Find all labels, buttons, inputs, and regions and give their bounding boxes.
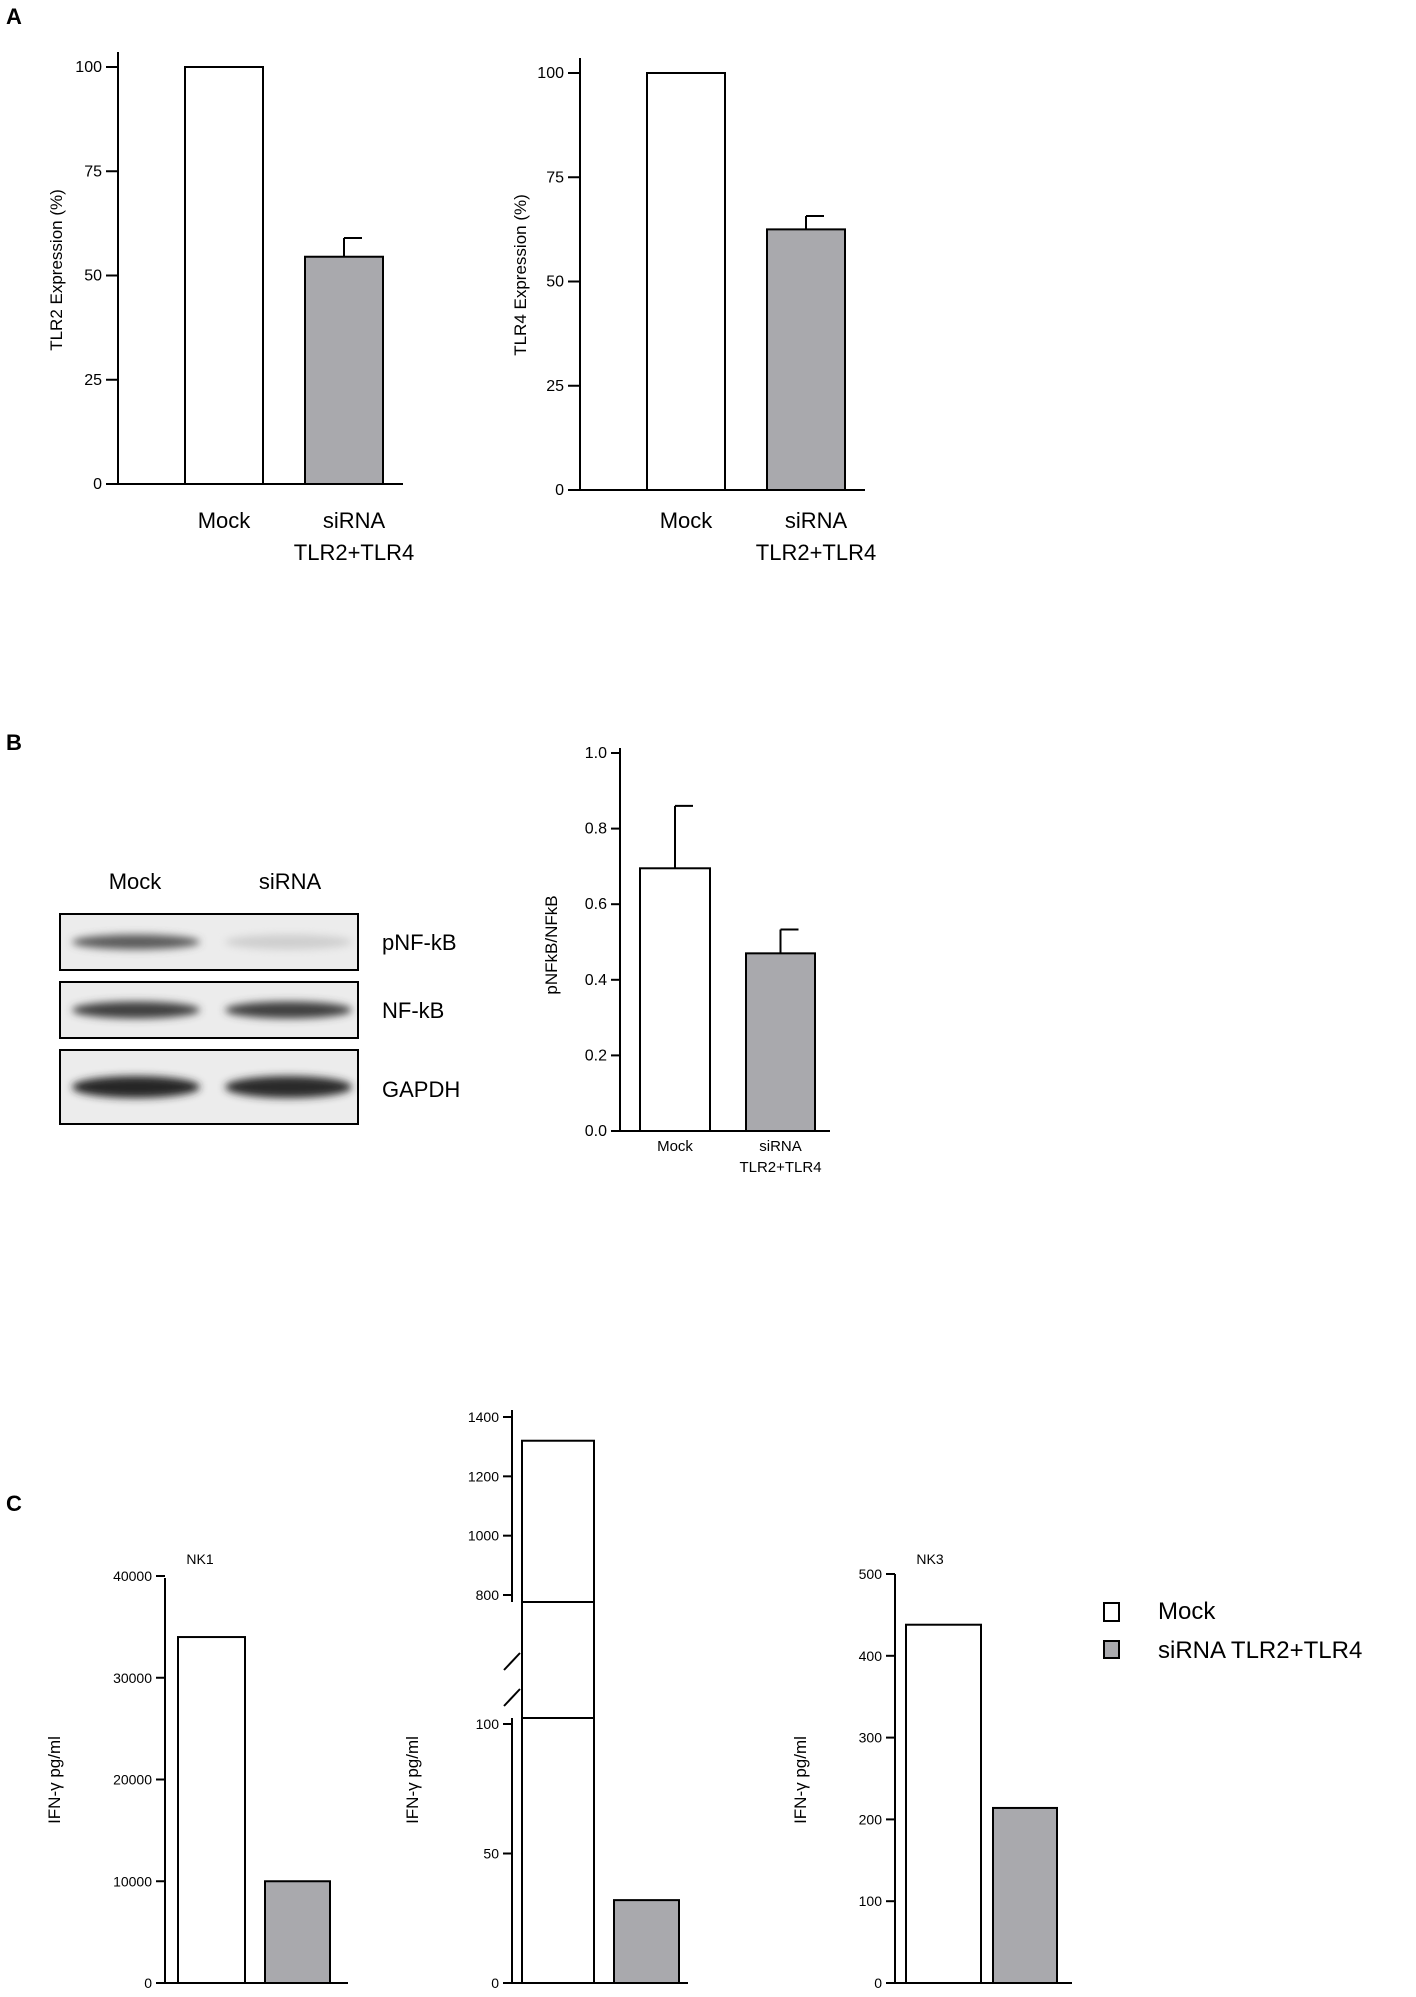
y-tick-label: 0 bbox=[491, 1975, 499, 1991]
chart-nk3: 0 100 200 300 400 500 IFN-γ pg/ml NK3 bbox=[791, 1551, 1072, 1991]
western-blot: Mock siRNA pNF-kB NF-kB GAPDH bbox=[59, 869, 460, 1125]
y-tick-label: 1.0 bbox=[585, 745, 607, 762]
x-category-label: siRNA bbox=[759, 1138, 802, 1155]
x-category-label: TLR2+TLR4 bbox=[739, 1159, 821, 1176]
chart-title: NK3 bbox=[916, 1551, 943, 1567]
bar-sirna bbox=[613, 1899, 680, 1984]
y-tick-label: 0.0 bbox=[585, 1123, 607, 1140]
bar-sirna bbox=[264, 1880, 331, 1984]
bar-sirna bbox=[766, 228, 846, 491]
y-tick-label: 300 bbox=[859, 1730, 883, 1746]
x-category-label: TLR2+TLR4 bbox=[294, 540, 414, 565]
bar-mock bbox=[639, 867, 711, 1132]
y-tick-label: 200 bbox=[859, 1811, 883, 1827]
bar-mock-lower bbox=[521, 1717, 595, 1984]
y-tick-label: 0 bbox=[874, 1975, 882, 1991]
y-tick-label: 50 bbox=[483, 1846, 499, 1862]
blot-band-pNF-kB-Mock bbox=[72, 934, 200, 950]
y-tick-label: 30000 bbox=[113, 1670, 152, 1686]
y-tick-label: 75 bbox=[84, 163, 102, 180]
y-tick-label: 0 bbox=[555, 482, 564, 499]
y-tick-label: 10000 bbox=[113, 1873, 152, 1889]
blot-band-NF-kB-siRNA bbox=[225, 1001, 352, 1019]
panel-letter-a: A bbox=[6, 4, 22, 29]
bar-sirna bbox=[745, 952, 816, 1133]
x-category-label: Mock bbox=[657, 1138, 693, 1155]
legend-label-mock: Mock bbox=[1158, 1598, 1216, 1625]
blot-lane-label-sirna: siRNA bbox=[259, 869, 322, 894]
chart-title: NK1 bbox=[186, 1551, 213, 1567]
x-category-label: siRNA bbox=[323, 508, 386, 533]
y-tick-label: 25 bbox=[84, 372, 102, 389]
legend: Mock siRNA TLR2+TLR4 bbox=[1103, 1598, 1362, 1664]
bar-mock bbox=[177, 1636, 246, 1985]
bar-mock bbox=[905, 1623, 982, 1984]
blot-band-GAPDH-siRNA bbox=[225, 1076, 352, 1098]
y-tick-label: 25 bbox=[546, 378, 564, 395]
y-tick-label: 75 bbox=[546, 169, 564, 186]
blot-bands bbox=[72, 934, 352, 1098]
x-category-label: Mock bbox=[660, 508, 714, 533]
blot-lane-label-mock: Mock bbox=[109, 869, 163, 894]
y-axis-label: IFN-γ pg/ml bbox=[403, 1736, 422, 1824]
y-tick-label: 1200 bbox=[468, 1468, 499, 1484]
y-tick-label: 400 bbox=[859, 1648, 883, 1664]
y-tick-label: 0 bbox=[93, 476, 102, 493]
blot-band-label-nfkb: NF-kB bbox=[382, 998, 444, 1023]
axis-break-mark bbox=[503, 1652, 521, 1671]
y-tick-label: 100 bbox=[75, 59, 102, 76]
bar-mock-upper bbox=[521, 1439, 595, 1603]
y-tick-label: 100 bbox=[859, 1893, 883, 1909]
chart-tlr2-expression: 0 25 50 75 100 TLR2 Expression (%) Mock siRNA TL… bbox=[47, 52, 414, 565]
bar-mock bbox=[646, 72, 726, 491]
y-tick-label: 100 bbox=[476, 1716, 500, 1732]
blot-band-pNF-kB-siRNA bbox=[225, 934, 352, 950]
blot-band-label-gapdh: GAPDH bbox=[382, 1077, 460, 1102]
y-tick-label: 0.8 bbox=[585, 821, 607, 838]
y-tick-label: 1000 bbox=[468, 1528, 499, 1544]
y-tick-label: 0.2 bbox=[585, 1047, 607, 1064]
y-tick-label: 0.6 bbox=[585, 896, 607, 913]
y-tick-label: 500 bbox=[859, 1566, 883, 1582]
chart-nk1: 0 10000 20000 30000 40000 IFN-γ pg/ml NK1 bbox=[45, 1551, 348, 1991]
y-axis-label: pNFkB/NFkB bbox=[542, 895, 561, 994]
panel-letter-b: B bbox=[6, 730, 22, 755]
blot-band-label-pnfkb: pNF-kB bbox=[382, 930, 457, 955]
y-tick-label: 1400 bbox=[468, 1409, 499, 1425]
panel-letter-c: C bbox=[6, 1491, 22, 1516]
x-category-label: Mock bbox=[198, 508, 252, 533]
y-tick-label: 50 bbox=[546, 274, 564, 291]
y-axis-label: IFN-γ pg/ml bbox=[791, 1736, 810, 1824]
chart-pnfkb-ratio: 0.0 0.2 0.4 0.6 0.8 1.0 pNFkB/NFkB Mock siRNA TLR… bbox=[542, 745, 830, 1176]
y-axis-label: TLR4 Expression (%) bbox=[511, 194, 530, 356]
bar-mock bbox=[184, 66, 264, 485]
chart-tlr4-expression: 0 25 50 75 100 TLR4 Expression (%) Mock siRNA TL… bbox=[511, 58, 876, 565]
y-tick-label: 100 bbox=[537, 65, 564, 82]
y-axis-label: IFN-γ pg/ml bbox=[45, 1736, 64, 1824]
y-tick-label: 50 bbox=[84, 268, 102, 285]
blot-band-NF-kB-Mock bbox=[72, 1001, 200, 1019]
x-category-label: siRNA bbox=[785, 508, 848, 533]
bar-sirna bbox=[304, 255, 384, 485]
legend-swatch-sirna bbox=[1103, 1640, 1120, 1659]
y-tick-label: 0 bbox=[144, 1975, 152, 1991]
y-tick-label: 40000 bbox=[113, 1568, 152, 1584]
y-tick-label: 20000 bbox=[113, 1772, 152, 1788]
y-tick-label: 800 bbox=[476, 1587, 500, 1603]
axis-break-mark bbox=[503, 1688, 521, 1707]
legend-swatch-mock bbox=[1103, 1602, 1120, 1622]
y-axis-label: TLR2 Expression (%) bbox=[47, 189, 66, 351]
blot-band-GAPDH-Mock bbox=[72, 1076, 200, 1098]
y-tick-label: 0.4 bbox=[585, 972, 607, 989]
bar-sirna bbox=[992, 1806, 1058, 1984]
x-category-label: TLR2+TLR4 bbox=[756, 540, 876, 565]
legend-label-sirna: siRNA TLR2+TLR4 bbox=[1158, 1637, 1362, 1664]
